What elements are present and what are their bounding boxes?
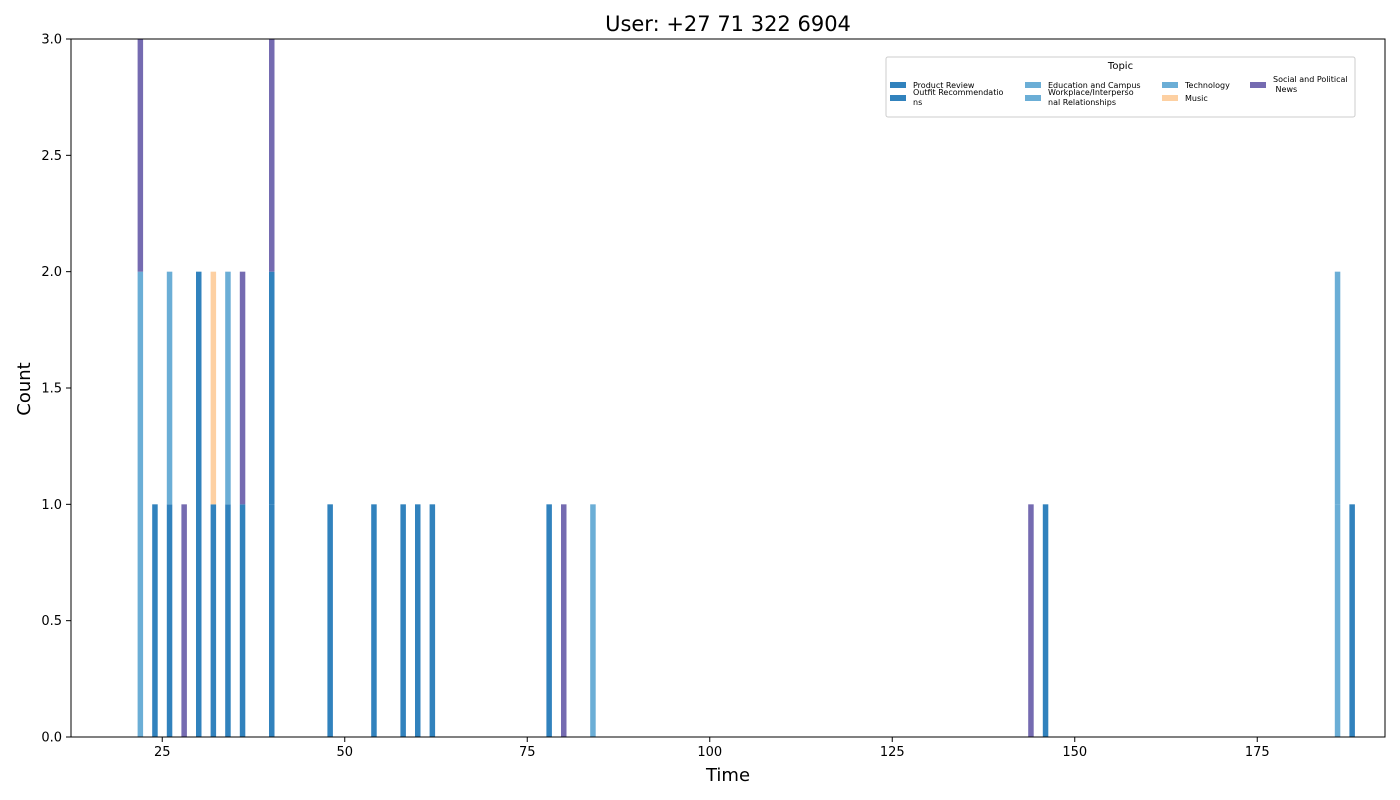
legend-label: Social and Political News [1273,75,1348,94]
legend-swatch [1025,82,1041,88]
x-tick-label: 175 [1245,745,1270,760]
bar-series1-x26 [166,504,173,737]
legend-swatch [890,82,906,88]
legend-title: Topic [1107,61,1133,72]
legend-label: Education and Campus [1048,81,1141,90]
y-tick-label: 0.0 [41,731,62,746]
bar-series1-x24 [152,504,158,737]
legend-label: Workplace/Interperso nal Relationships [1048,88,1134,107]
bar-series6-x144 [1028,504,1034,737]
y-tick-label: 2.0 [41,265,62,280]
x-tick-label: 50 [336,745,353,760]
y-axis-title: Count [14,362,35,415]
y-tick-label: 3.0 [41,33,62,48]
bar-series1-x36 [239,504,246,737]
bar-series3-x34 [225,271,231,505]
bar-series1-x78 [546,504,552,737]
bar-series1-x32 [210,504,217,737]
bar-series1-x34 [225,504,231,737]
bar-series3-x186 [1334,271,1341,505]
legend-swatch [1025,95,1041,101]
x-tick-label: 125 [880,745,905,760]
bar-series1-x60 [415,504,421,737]
bar-series1-x188 [1349,504,1355,737]
bar-series1-x58 [400,504,406,737]
bar-series6-x40 [269,39,275,272]
legend-label: Outfit Recommendatio ns [913,88,1004,107]
bars-layer [137,39,1355,737]
bar-series2-x186 [1334,504,1341,737]
bar-series1-x30 [196,271,202,737]
y-tick-label: 1.5 [41,382,62,397]
legend-swatch [1162,95,1178,101]
legend-swatch [1250,82,1266,88]
x-tick-label: 100 [697,745,722,760]
bar-series1-x146 [1042,504,1049,737]
legend-swatch [890,95,906,101]
legend-box [885,56,1356,118]
legend-label: Technology [1184,81,1230,90]
y-tick-label: 0.5 [41,614,62,629]
x-tick-label: 25 [154,745,171,760]
bar-series6-x80 [561,504,567,737]
y-tick-label: 1.0 [41,498,62,513]
bar-series3-x84 [590,504,596,737]
y-axis: 0.0 0.5 1.0 1.5 2.0 2.5 3.0 [41,33,71,746]
legend-swatch [1162,82,1178,88]
bar-series6-x36 [239,271,246,505]
bar-series5-x32 [210,271,217,505]
bar-series0-x40 [269,504,275,737]
x-axis: 25 50 75 100 125 150 175 [154,737,1270,760]
bar-series1-x62 [429,504,436,737]
legend-label: Product Review [913,81,975,90]
bar-series6-x22 [137,39,144,272]
x-tick-label: 75 [519,745,536,760]
x-axis-title: Time [705,765,750,786]
plot-frame [70,38,1386,738]
bar-series1-x54 [371,504,377,737]
bar-series6-x28 [181,504,187,737]
bar-series1-x48 [327,504,333,737]
bar-series1-x40 [269,271,275,505]
bar-series3-x22 [137,271,144,737]
chart-title: User: +27 71 322 6904 [605,12,851,36]
y-tick-label: 2.5 [41,149,62,164]
x-tick-label: 150 [1062,745,1087,760]
bar-series3-x26 [166,271,173,505]
legend-label: Music [1185,94,1208,103]
